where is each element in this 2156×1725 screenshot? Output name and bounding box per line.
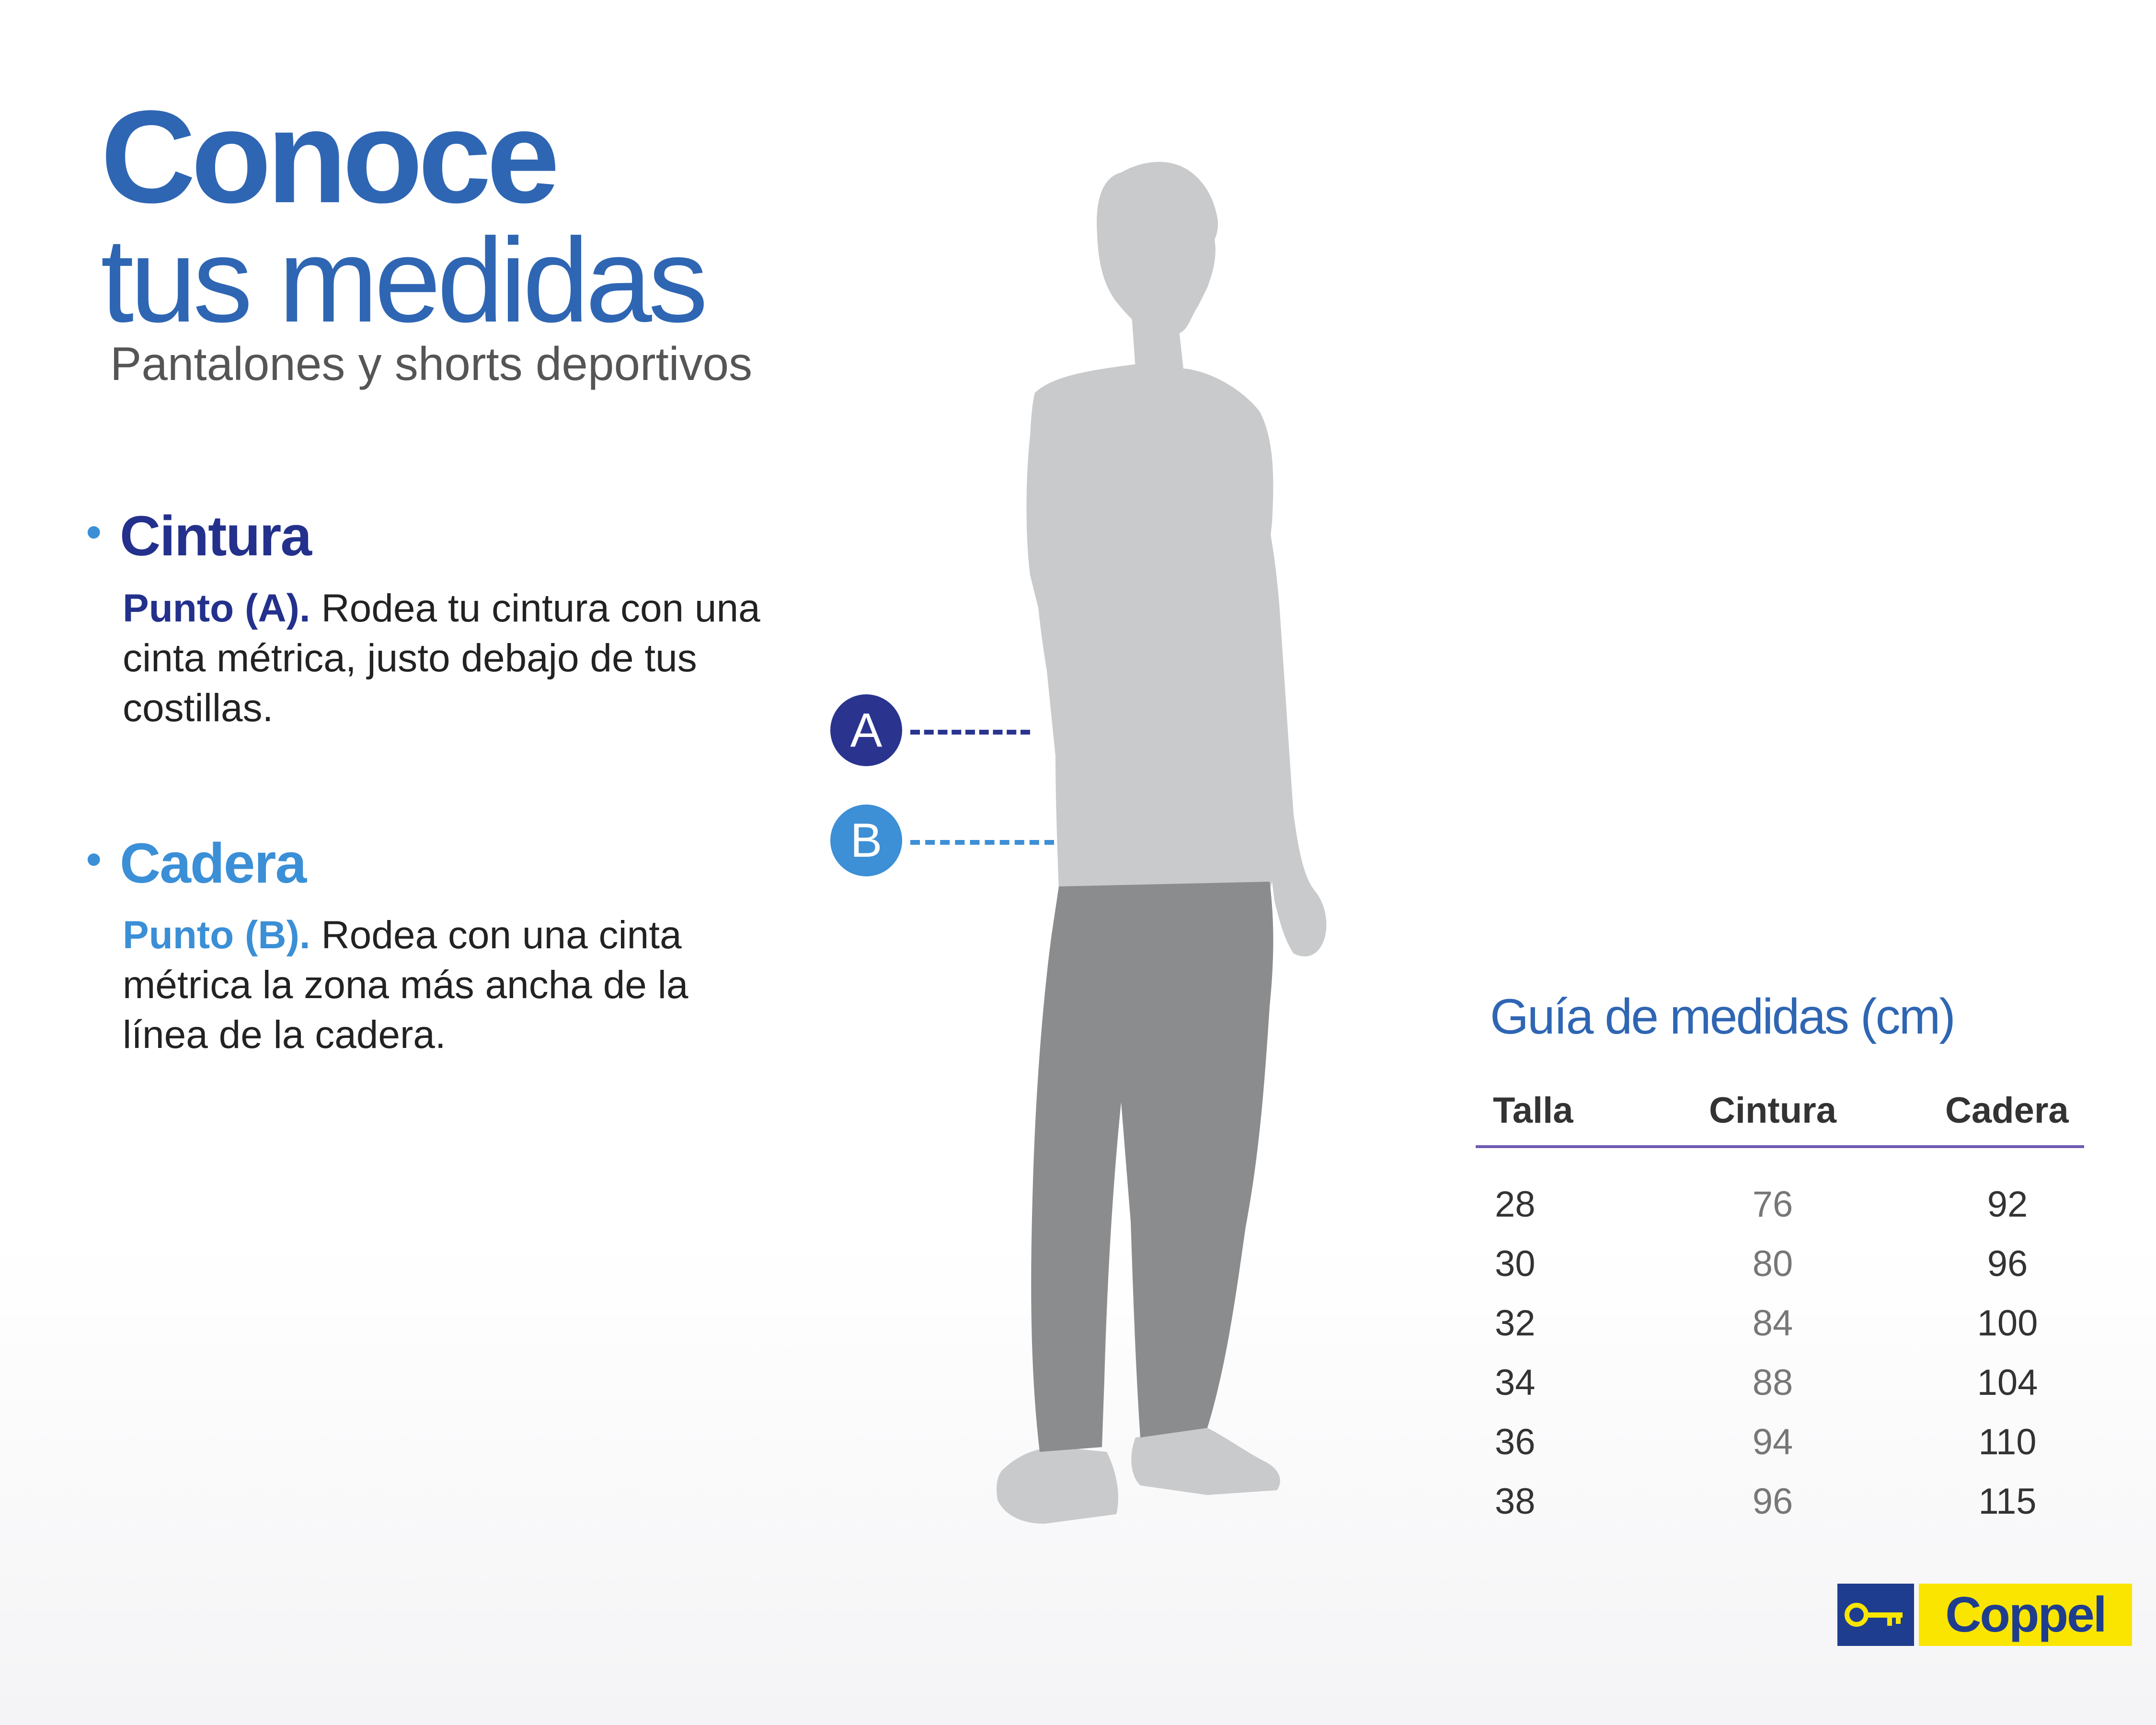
talla-cell: 38: [1495, 1481, 1536, 1522]
column-header-cadera: Cadera: [1945, 1090, 2069, 1131]
page-title-light: tus medidas: [101, 213, 708, 347]
talla-cell: 36: [1495, 1422, 1536, 1462]
table-row: 32 84 100: [1476, 1305, 2089, 1365]
marker-a-badge: A: [830, 694, 902, 766]
size-guide-title: Guía de medidas (cm): [1490, 989, 1956, 1045]
cintura-cell: 84: [1752, 1303, 1793, 1344]
table-row: 38 96 115: [1476, 1484, 2089, 1543]
brand-wordmark: Coppel: [1919, 1584, 2132, 1646]
cadera-cell: 100: [1977, 1303, 2038, 1344]
table-body: 28 76 92 30 80 96 32 84 100 34 88 104 36…: [1476, 1186, 2089, 1543]
section-heading-cadera: • Cadera: [86, 832, 307, 895]
table-row: 36 94 110: [1476, 1424, 2089, 1484]
key-icon: [1837, 1584, 1914, 1646]
cintura-cell: 94: [1752, 1422, 1793, 1462]
human-silhouette-figure: [997, 161, 1327, 1524]
bullet-icon: •: [86, 836, 102, 884]
section-body-cintura: Punto (A). Rodea tu cintura con una cint…: [123, 584, 765, 733]
coppel-logo: Coppel: [1837, 1584, 2132, 1646]
cadera-cell: 96: [1987, 1243, 2028, 1284]
cintura-cell: 76: [1752, 1184, 1793, 1225]
cadera-cell: 104: [1977, 1362, 2038, 1403]
table-row: 30 80 96: [1476, 1246, 2089, 1305]
talla-cell: 32: [1495, 1303, 1536, 1344]
table-row: 34 88 104: [1476, 1365, 2089, 1424]
cintura-cell: 88: [1752, 1362, 1793, 1403]
cintura-cell: 96: [1752, 1481, 1793, 1522]
marker-b-badge: B: [830, 805, 902, 876]
section-body-cadera: Punto (B). Rodea con una cinta métrica l…: [123, 910, 765, 1060]
section-lead: Punto (B).: [123, 913, 310, 957]
cintura-cell: 80: [1752, 1243, 1793, 1284]
column-header-cintura: Cintura: [1709, 1090, 1836, 1131]
cadera-cell: 110: [1978, 1422, 2037, 1462]
column-header-talla: Talla: [1493, 1090, 1573, 1131]
section-heading-text: Cintura: [120, 505, 312, 568]
marker-a-dashed-line: [910, 730, 1030, 735]
marker-b-dashed-line: [910, 840, 1054, 845]
cadera-cell: 92: [1987, 1184, 2028, 1225]
page-title-bold: Conoce: [101, 83, 560, 230]
section-text: Rodea con una cinta métrica la zona más …: [123, 913, 688, 1057]
page-subtitle: Pantalones y shorts deportivos: [110, 337, 753, 390]
size-guide-table: Talla Cintura Cadera 28 76 92 30 80 96 3…: [1476, 1092, 2089, 1543]
section-lead: Punto (A).: [123, 586, 310, 630]
talla-cell: 28: [1495, 1184, 1536, 1225]
table-row: 28 76 92: [1476, 1186, 2089, 1246]
bullet-icon: •: [86, 508, 102, 556]
table-header-row: Talla Cintura Cadera: [1476, 1092, 2089, 1145]
cadera-cell: 115: [1978, 1481, 2037, 1522]
section-heading-text: Cadera: [120, 832, 307, 895]
section-text: Rodea tu cintura con una cinta métrica, …: [123, 586, 760, 730]
talla-cell: 30: [1495, 1243, 1536, 1284]
section-heading-cintura: • Cintura: [86, 508, 312, 564]
table-header-divider: [1476, 1145, 2084, 1148]
talla-cell: 34: [1495, 1362, 1536, 1403]
